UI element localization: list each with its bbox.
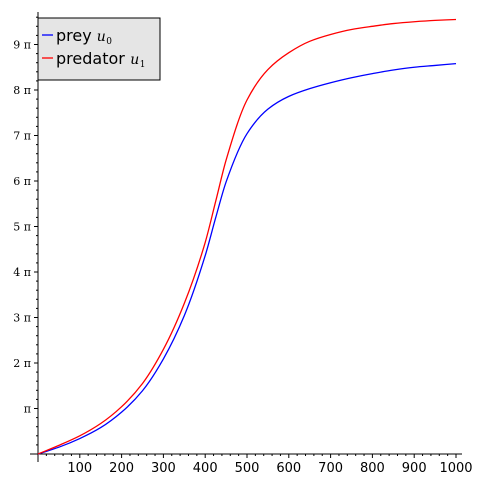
ticks: 100 200 300 400 500 600 700 800 900 1000 π 2 π 3 π 4 … (13, 16, 473, 476)
y-tick-label: 7 π (13, 130, 31, 143)
y-tick-label: 9 π (13, 39, 31, 52)
y-tick-label: 3 π (13, 312, 31, 325)
x-tick-label: 100 (67, 461, 92, 476)
x-tick-label: 1000 (439, 461, 472, 476)
legend-label-predator: predator (56, 49, 125, 68)
x-tick-label: 500 (235, 461, 260, 476)
y-tick-label: 4 π (13, 266, 31, 279)
x-tick-label: 600 (276, 461, 301, 476)
y-tick-label: 8 π (13, 84, 31, 97)
legend-symbol-prey: u (97, 29, 106, 45)
y-tick-label: 2 π (13, 357, 31, 370)
series-line-predator (37, 18, 457, 455)
y-tick-label: π (24, 403, 31, 416)
legend-label-prey: prey (56, 26, 92, 45)
series-line-prey (37, 62, 457, 455)
series-layer (37, 18, 457, 455)
x-tick-label: 300 (151, 461, 176, 476)
y-tick-label: 5 π (13, 221, 31, 234)
legend-subscript-prey: 0 (106, 37, 112, 47)
legend-symbol-predator: u (130, 52, 139, 68)
x-tick-label: 400 (193, 461, 218, 476)
x-tick-label: 200 (109, 461, 134, 476)
y-tick-label: 6 π (13, 175, 31, 188)
x-tick-label: 800 (360, 461, 385, 476)
x-tick-label: 700 (318, 461, 343, 476)
legend-box (37, 17, 161, 81)
axes (30, 12, 462, 462)
x-tick-label: 900 (402, 461, 427, 476)
legend-subscript-predator: 1 (140, 60, 146, 70)
